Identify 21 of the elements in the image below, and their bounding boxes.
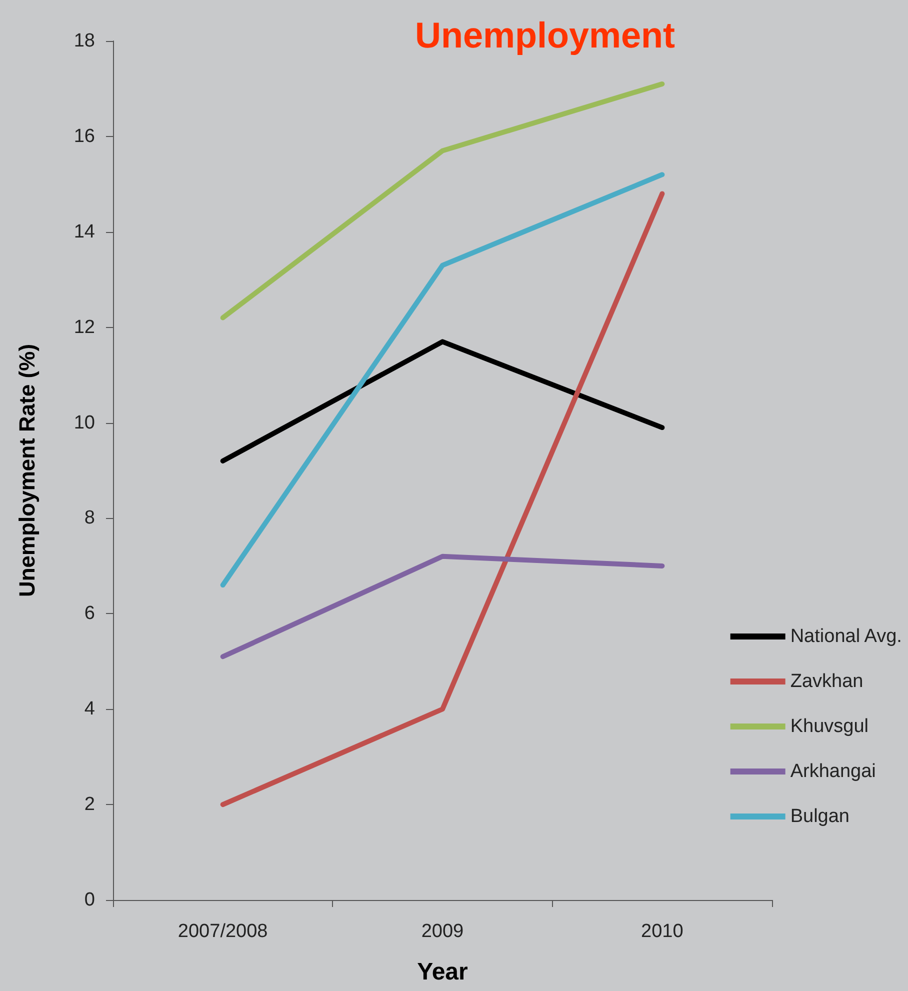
legend-label: Zavkhan <box>790 671 864 692</box>
y-tick-label: 8 <box>84 508 95 529</box>
chart-title: Unemployment <box>414 14 676 56</box>
y-tick-label: 12 <box>74 316 95 338</box>
y-tick-label: 14 <box>74 221 96 242</box>
x-tick-label: 2007/2008 <box>178 921 268 942</box>
y-tick-label: 2 <box>84 794 95 816</box>
legend-label: Arkhangai <box>790 761 876 782</box>
y-tick-label: 6 <box>84 603 95 624</box>
x-axis-title: Year <box>417 958 468 986</box>
y-axis-title: Unemployment Rate (%) <box>14 344 40 598</box>
y-tick-label: 16 <box>74 126 95 147</box>
x-tick-label: 2010 <box>641 921 684 942</box>
y-tick-label: 0 <box>84 890 95 910</box>
legend-label: Khuvsgul <box>790 716 869 737</box>
x-tick-label: 2009 <box>421 921 464 942</box>
y-tick-label: 10 <box>74 412 95 434</box>
y-tick-label: 4 <box>84 698 96 720</box>
legend-label: Bulgan <box>790 806 850 827</box>
legend-label: National Avg. <box>790 626 902 647</box>
y-tick-label: 18 <box>74 30 95 52</box>
